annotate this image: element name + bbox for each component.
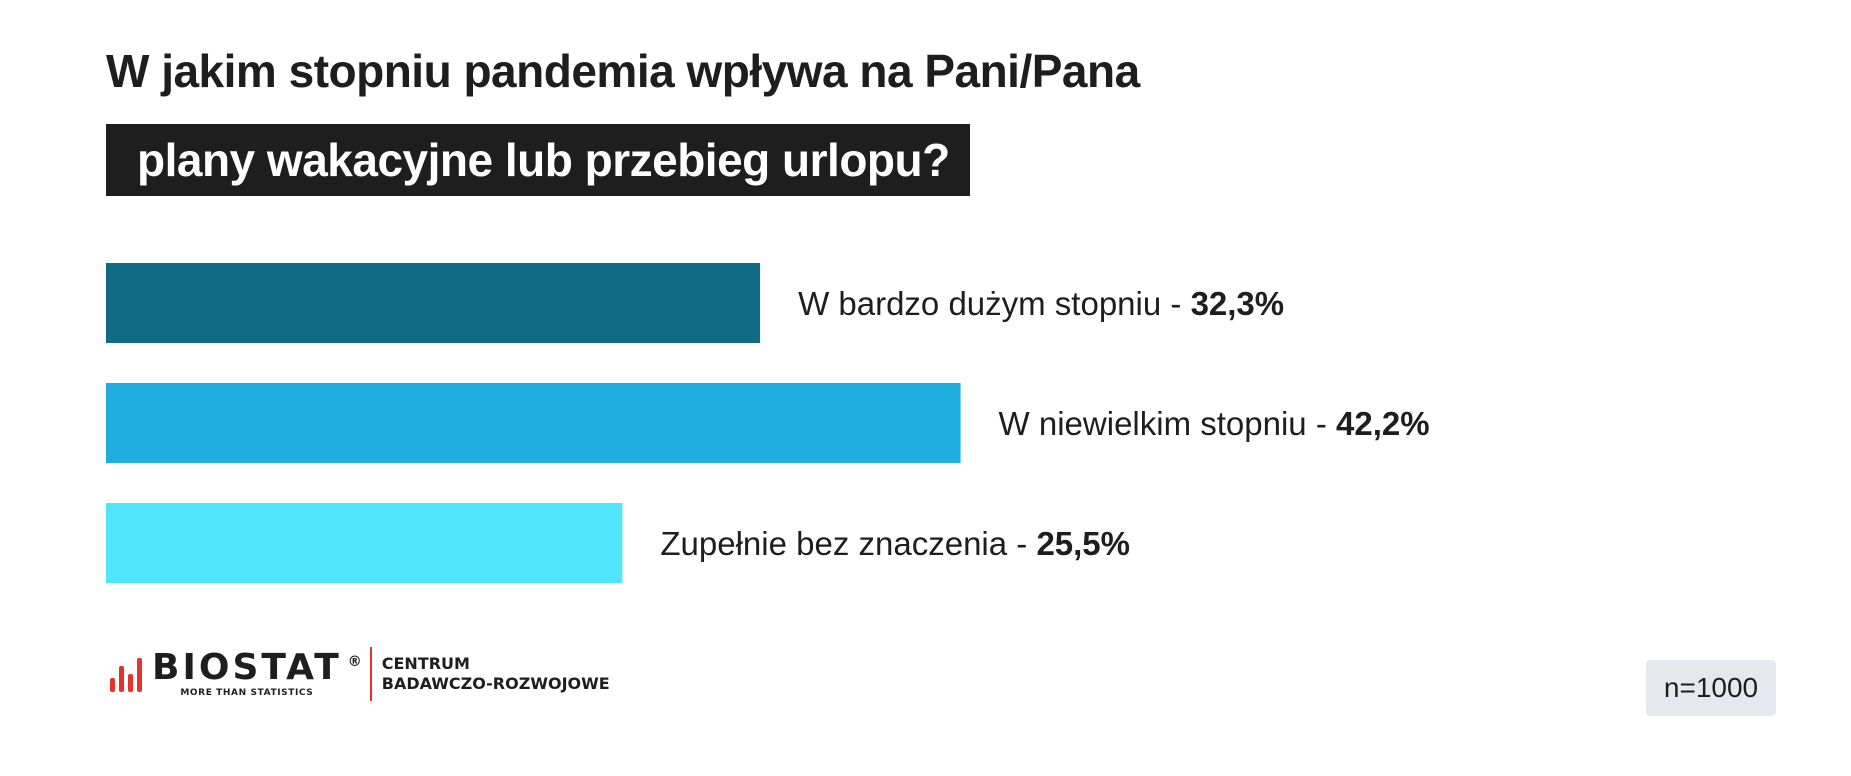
logo-divider xyxy=(369,647,372,701)
logo-tagline: MORE THAN STATISTICS xyxy=(180,688,314,698)
value-label: 42,2% xyxy=(1336,405,1430,442)
logo-centre-text: CENTRUM BADAWCZO-ROZWOJOWE xyxy=(382,654,610,694)
chart-title-line-1: W jakim stopniu pandemia wpływa na Pani/… xyxy=(106,45,1140,97)
value-label: 25,5% xyxy=(1036,525,1130,562)
bars-logo-icon xyxy=(110,656,142,692)
chart-title-line-2: plany wakacyjne lub przebieg urlopu? xyxy=(106,124,970,196)
bar-label-2: W niewielkim stopniu - 42,2% xyxy=(999,405,1430,442)
biostat-logo: BIOSTAT ® MORE THAN STATISTICS CENTRUM BA… xyxy=(110,644,610,704)
bar-label-1: W bardzo dużym stopniu - 32,3% xyxy=(798,285,1284,322)
value-label: 32,3% xyxy=(1191,285,1285,322)
bar-3 xyxy=(106,503,623,583)
sample-size-badge: n=1000 xyxy=(1646,660,1776,716)
bar-1 xyxy=(106,263,761,343)
bar-label-3: Zupełnie bez znaczenia - 25,5% xyxy=(660,525,1130,562)
category-label: Zupełnie bez znaczenia - xyxy=(660,525,1036,562)
category-label: W bardzo dużym stopniu - xyxy=(798,285,1190,322)
logo-wordmark: BIOSTAT ® xyxy=(152,650,362,686)
registered-mark: ® xyxy=(347,654,362,670)
category-label: W niewielkim stopniu - xyxy=(999,405,1336,442)
bar-2 xyxy=(106,383,961,463)
centre-line-2: BADAWCZO-ROZWOJOWE xyxy=(381,674,610,693)
centre-line-1: CENTRUM xyxy=(381,654,470,673)
